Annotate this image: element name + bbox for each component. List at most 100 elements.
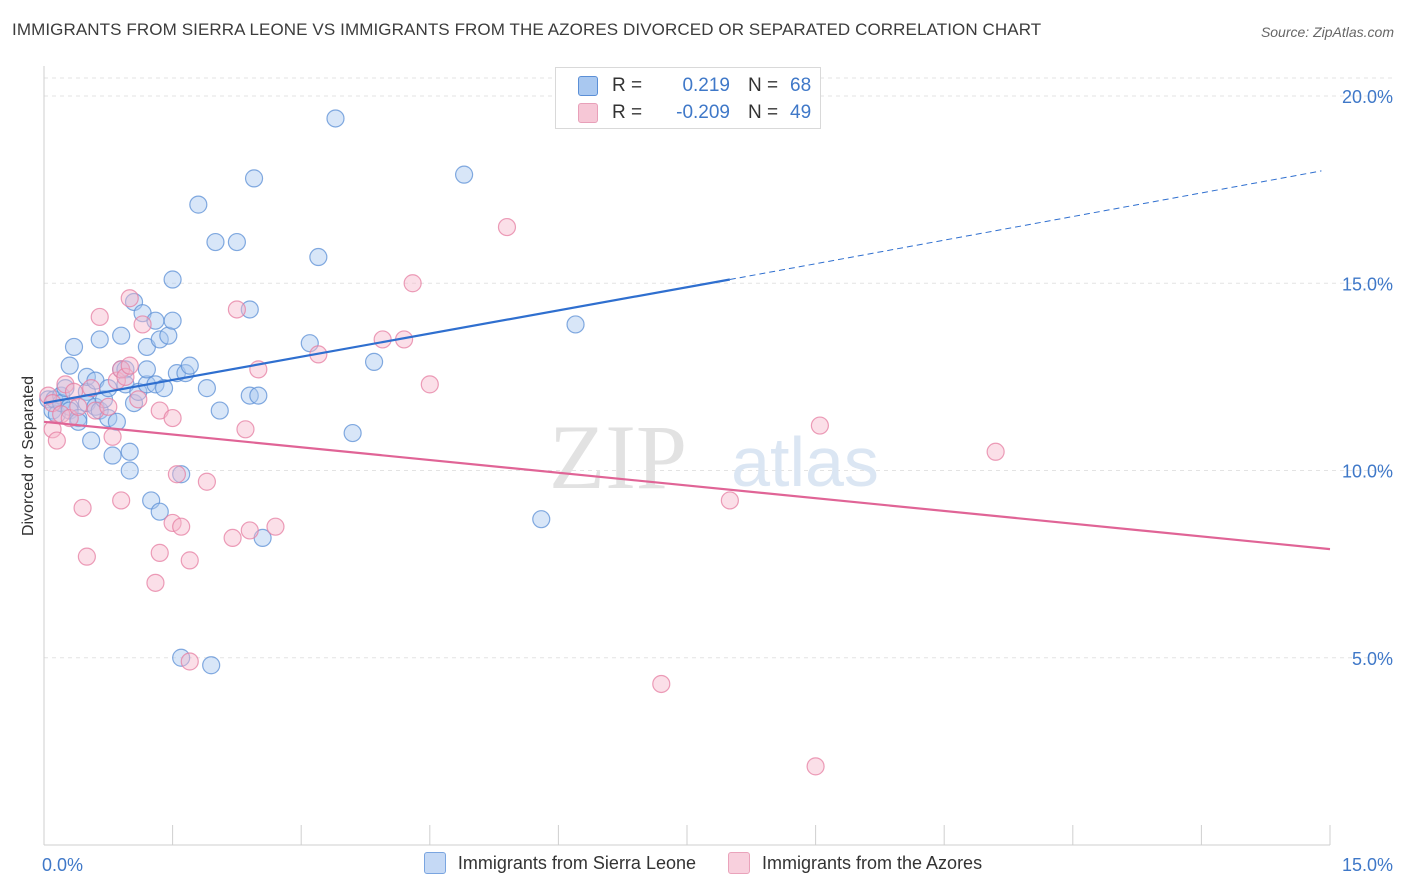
legend-n-label: N = [748, 102, 779, 123]
point-azores-46 [652, 674, 671, 694]
point-azores-41 [373, 330, 392, 349]
point-sierra-leone-55 [202, 656, 221, 675]
y-tick-label-1: 10.0% [1342, 462, 1393, 482]
point-azores-27 [163, 408, 182, 428]
watermark: ZIP atlas [549, 406, 879, 508]
trend-lines [43, 170, 1331, 551]
y-tick-label-0: 5.0% [1352, 649, 1393, 669]
point-sierra-leone-53 [189, 195, 208, 214]
legend-swatch-pink [728, 852, 750, 874]
point-sierra-leone-20 [90, 330, 109, 349]
legend-swatch-blue [578, 76, 598, 96]
y-axis-label: Divorced or Separated [20, 375, 37, 537]
source-credit: Source: ZipAtlas.com [1260, 24, 1394, 40]
legend-item-azores: Immigrants from the Azores [728, 852, 982, 874]
point-azores-43 [403, 274, 422, 293]
point-azores-33 [197, 472, 216, 491]
point-sierra-leone-46 [163, 311, 182, 330]
point-azores-22 [129, 390, 148, 409]
point-azores-26 [150, 543, 169, 562]
watermark-atlas: atlas [731, 423, 879, 501]
point-azores-32 [180, 652, 199, 671]
y-tick-label-2: 15.0% [1342, 274, 1393, 294]
point-azores-47 [720, 491, 739, 510]
grid-lines [44, 77, 1394, 659]
point-sierra-leone-65 [309, 247, 328, 267]
point-sierra-leone-43 [150, 502, 169, 521]
legend-n-value: 49 [790, 102, 812, 123]
legend-r-value: 0.219 [677, 75, 730, 96]
point-azores-19 [116, 367, 135, 386]
tick-labels: 5.0% 10.0% 15.0% 20.0% 0.0% 15.0% [42, 87, 1393, 875]
trend-line-sierra-leone [43, 278, 731, 405]
legend-r-value: -0.209 [676, 102, 730, 123]
y-tick-label-3: 20.0% [1342, 87, 1393, 107]
point-azores-31 [180, 551, 199, 570]
point-azores-10 [77, 547, 96, 566]
legend-swatch-pink [578, 103, 598, 123]
legend-n-label: N = [748, 75, 779, 96]
point-azores-13 [90, 307, 109, 327]
x-tick-label-1: 15.0% [1342, 855, 1393, 875]
point-sierra-leone-68 [364, 352, 384, 371]
point-sierra-leone-16 [82, 431, 101, 450]
point-azores-29 [167, 465, 186, 484]
legend-row-sierra-leone: R = 0.219 N = 68 [578, 74, 811, 98]
point-sierra-leone-30 [120, 461, 139, 480]
point-azores-11 [82, 379, 101, 398]
point-sierra-leone-24 [103, 446, 122, 465]
x-tick-label-0: 0.0% [42, 855, 83, 875]
point-sierra-leone-26 [112, 326, 131, 345]
trend-line-sierra-leone-projection [729, 170, 1322, 280]
series-sierra-leone-points [39, 109, 585, 675]
point-sierra-leone-49 [172, 465, 191, 484]
point-sierra-leone-45 [159, 326, 178, 345]
point-azores-2 [43, 420, 62, 439]
point-azores-36 [236, 420, 255, 439]
point-azores-45 [497, 217, 517, 237]
legend-n-value: 68 [790, 75, 812, 96]
point-azores-48 [806, 757, 825, 776]
point-azores-14 [99, 397, 118, 416]
point-sierra-leone-52 [180, 356, 199, 375]
point-sierra-leone-69 [454, 165, 474, 184]
point-azores-23 [133, 315, 152, 334]
point-sierra-leone-70 [532, 510, 551, 529]
point-sierra-leone-56 [206, 232, 225, 252]
legend-row-azores: R = -0.209 N = 49 [578, 101, 811, 125]
point-azores-20 [120, 356, 139, 375]
point-azores-49 [810, 416, 829, 435]
watermark-zip: ZIP [549, 406, 687, 508]
point-azores-39 [266, 517, 285, 536]
point-sierra-leone-58 [227, 232, 246, 252]
series-legend: Immigrants from Sierra Leone Immigrants … [0, 852, 1406, 874]
legend-swatch-blue [423, 852, 446, 874]
point-azores-44 [420, 375, 439, 394]
point-azores-18 [112, 491, 131, 510]
legend-item-sierra-leone: Immigrants from Sierra Leone [423, 852, 696, 874]
point-sierra-leone-7 [60, 356, 79, 375]
legend-r-label: R = [612, 75, 643, 96]
point-azores-21 [120, 289, 139, 308]
point-azores-9 [73, 498, 92, 518]
point-sierra-leone-31 [120, 442, 139, 461]
point-azores-24 [146, 573, 165, 592]
trend-line-azores [43, 420, 1331, 551]
axes [43, 66, 1331, 846]
point-sierra-leone-61 [244, 169, 264, 188]
point-sierra-leone-38 [137, 360, 156, 379]
point-sierra-leone-54 [197, 379, 216, 398]
point-azores-37 [240, 521, 259, 540]
point-sierra-leone-57 [210, 401, 229, 420]
point-sierra-leone-62 [249, 386, 268, 405]
point-sierra-leone-67 [343, 423, 362, 443]
point-azores-8 [69, 397, 88, 416]
point-sierra-leone-44 [154, 379, 174, 398]
point-azores-50 [986, 442, 1005, 461]
point-azores-3 [47, 431, 66, 450]
legend-label-azores: Immigrants from the Azores [762, 852, 983, 873]
legend-label-sierra-leone: Immigrants from Sierra Leone [457, 852, 696, 873]
point-azores-15 [103, 427, 122, 446]
point-sierra-leone-47 [163, 270, 182, 289]
